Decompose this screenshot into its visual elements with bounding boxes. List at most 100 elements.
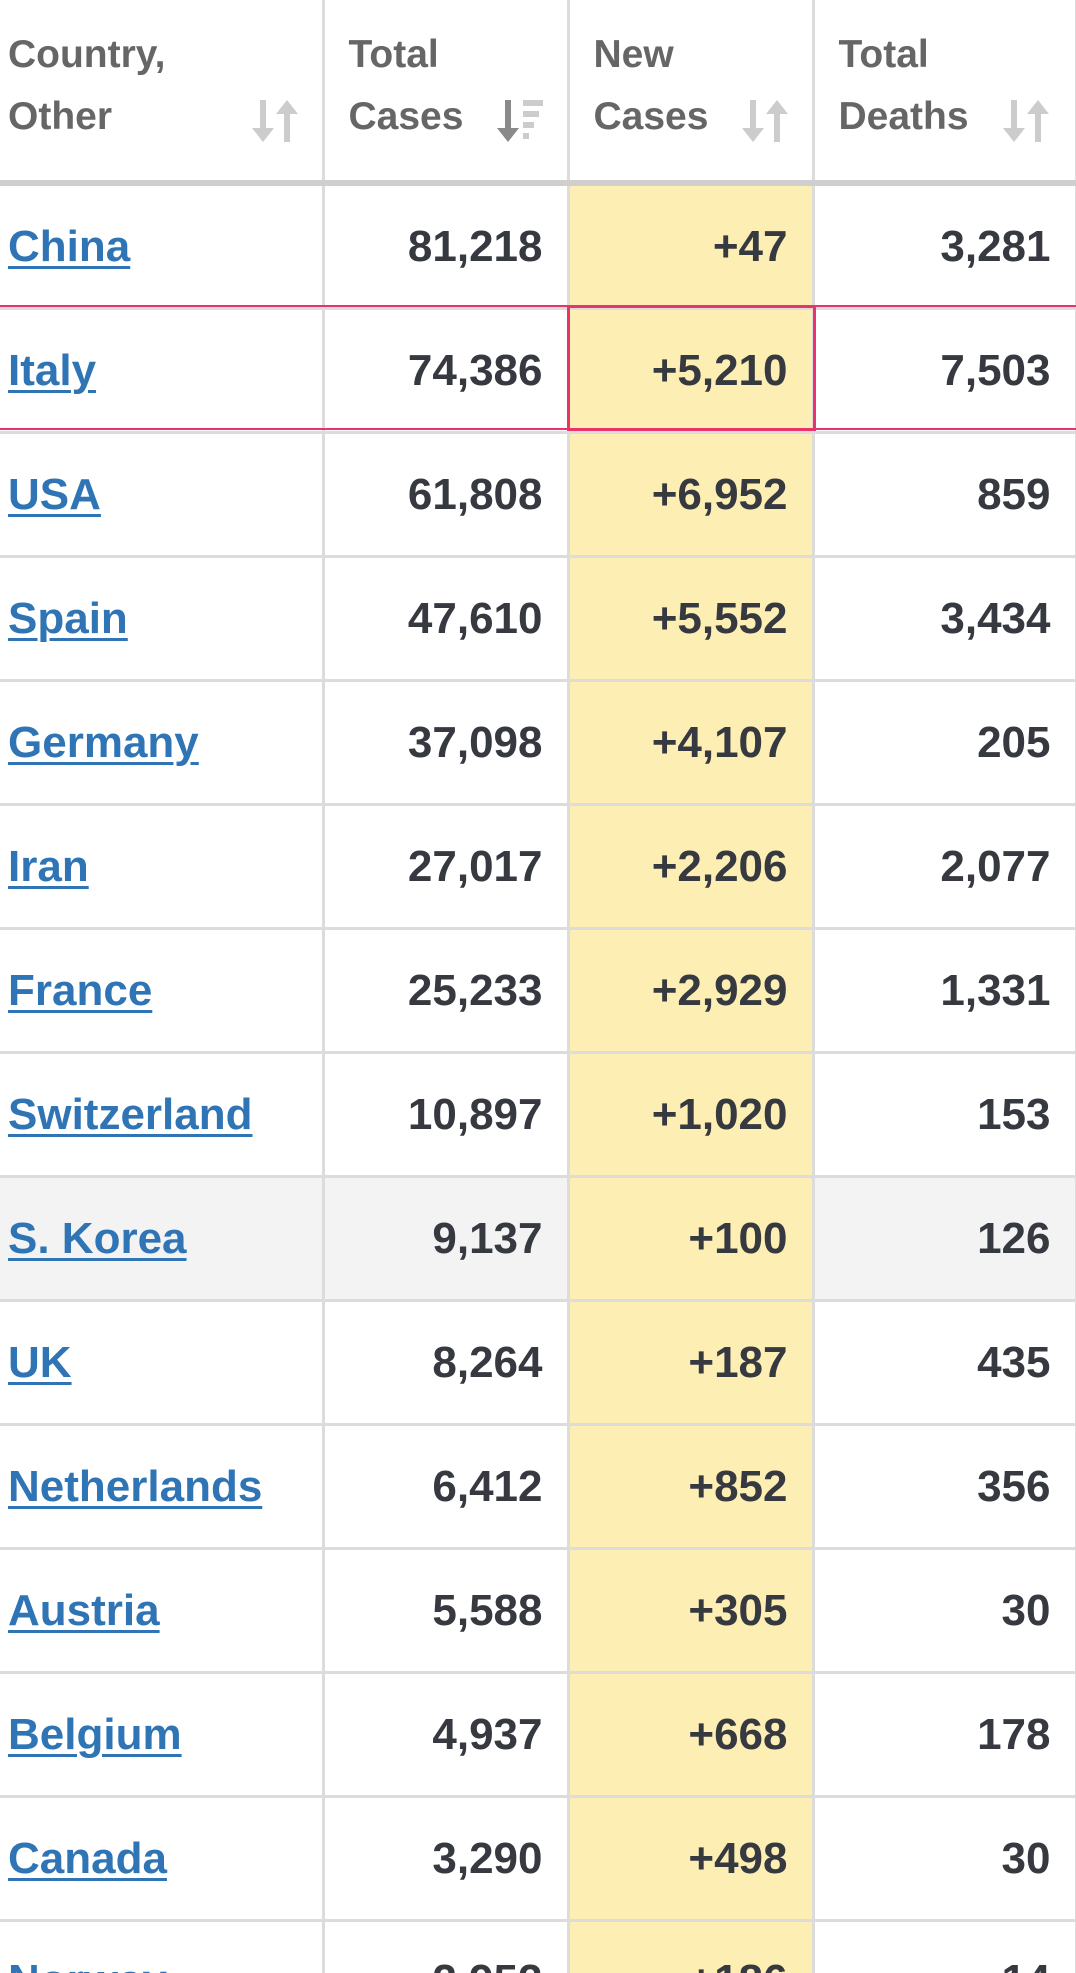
new-cases-cell: +4,107 — [568, 680, 815, 806]
total-cases-cell: 6,412 — [323, 1424, 570, 1550]
new-cases-cell: +47 — [568, 183, 815, 310]
country-link[interactable]: France — [8, 965, 153, 1015]
total-deaths-cell: 126 — [813, 1176, 1076, 1302]
new-cases-cell: +852 — [568, 1424, 815, 1550]
country-cell: Canada — [0, 1796, 325, 1922]
table-row: Germany 37,098 +4,107 205 — [0, 680, 1076, 806]
column-header-label: Total Deaths — [838, 33, 969, 138]
sort-both-icon[interactable] — [1002, 98, 1051, 144]
country-link[interactable]: Switzerland — [8, 1089, 253, 1139]
total-cases-cell: 27,017 — [323, 804, 570, 930]
country-cell: Iran — [0, 804, 325, 930]
new-cases-cell: +498 — [568, 1796, 815, 1922]
total-deaths-cell: 14 — [813, 1920, 1076, 1973]
table-row: Canada 3,290 +498 30 — [0, 1796, 1076, 1922]
table-row: China 81,218 +47 3,281 — [0, 183, 1076, 310]
country-cell: Norway — [0, 1920, 325, 1973]
country-cell: Spain — [0, 556, 325, 682]
total-deaths-cell: 859 — [813, 432, 1076, 558]
total-cases-cell: 10,897 — [323, 1052, 570, 1178]
country-link[interactable]: Germany — [8, 717, 199, 767]
total-deaths-cell: 435 — [813, 1300, 1076, 1426]
column-header-new-cases[interactable]: New Cases — [568, 0, 815, 186]
country-link[interactable]: Austria — [8, 1585, 160, 1635]
total-cases-cell: 81,218 — [323, 183, 570, 310]
country-link[interactable]: UK — [8, 1337, 72, 1387]
country-link[interactable]: Netherlands — [8, 1461, 263, 1511]
total-cases-cell: 61,808 — [323, 432, 570, 558]
table-row: Austria 5,588 +305 30 — [0, 1548, 1076, 1674]
country-cell: Germany — [0, 680, 325, 806]
column-header-label: Country, Other — [8, 33, 166, 138]
column-header-label: Total Cases — [348, 33, 464, 138]
sort-both-icon[interactable] — [741, 98, 790, 144]
sort-descending-icon[interactable] — [496, 98, 545, 144]
column-header-total-deaths[interactable]: Total Deaths — [813, 0, 1076, 186]
country-cell: S. Korea — [0, 1176, 325, 1302]
country-link[interactable]: China — [8, 221, 131, 271]
country-link[interactable]: USA — [8, 469, 101, 519]
total-cases-cell: 9,137 — [323, 1176, 570, 1302]
new-cases-cell: +187 — [568, 1300, 815, 1426]
table-row: Iran 27,017 +2,206 2,077 — [0, 804, 1076, 930]
table-row: Belgium 4,937 +668 178 — [0, 1672, 1076, 1798]
country-link[interactable]: Italy — [8, 345, 97, 395]
total-cases-cell: 37,098 — [323, 680, 570, 806]
total-cases-cell: 2,952 — [323, 1920, 570, 1973]
country-cell: Netherlands — [0, 1424, 325, 1550]
annotation-box-new-cases — [567, 305, 816, 431]
country-link[interactable]: Canada — [8, 1833, 167, 1883]
header-row: Country, Other Total Cases — [0, 0, 1076, 186]
total-cases-cell: 47,610 — [323, 556, 570, 682]
table-row: UK 8,264 +187 435 — [0, 1300, 1076, 1426]
table-row: France 25,233 +2,929 1,331 — [0, 928, 1076, 1054]
country-cell: France — [0, 928, 325, 1054]
column-header-label: New Cases — [593, 33, 709, 138]
total-cases-cell: 5,588 — [323, 1548, 570, 1674]
total-deaths-cell: 3,281 — [813, 183, 1076, 310]
total-deaths-cell: 1,331 — [813, 928, 1076, 1054]
table-header: Country, Other Total Cases — [0, 0, 1076, 186]
annotation-line-bottom — [0, 428, 1076, 430]
total-cases-cell: 74,386 — [323, 308, 570, 434]
new-cases-cell: +6,952 — [568, 432, 815, 558]
new-cases-cell: +5,552 — [568, 556, 815, 682]
country-link[interactable]: Belgium — [8, 1709, 182, 1759]
country-cell: USA — [0, 432, 325, 558]
country-link[interactable]: Iran — [8, 841, 89, 891]
column-header-country[interactable]: Country, Other — [0, 0, 325, 186]
table-row: Norway 2,952 +186 14 — [0, 1920, 1076, 1973]
total-cases-cell: 3,290 — [323, 1796, 570, 1922]
table-row: Italy 74,386 +5,210 7,503 — [0, 308, 1076, 434]
total-deaths-cell: 153 — [813, 1052, 1076, 1178]
total-cases-cell: 8,264 — [323, 1300, 570, 1426]
country-cell: Belgium — [0, 1672, 325, 1798]
total-deaths-cell: 7,503 — [813, 308, 1076, 434]
new-cases-cell: +186 — [568, 1920, 815, 1973]
sort-both-icon[interactable] — [252, 98, 300, 144]
table-row: Spain 47,610 +5,552 3,434 — [0, 556, 1076, 682]
country-cell: Italy — [0, 308, 325, 434]
table-row: USA 61,808 +6,952 859 — [0, 432, 1076, 558]
country-link[interactable]: Norway — [8, 1956, 167, 1973]
new-cases-cell: +2,206 — [568, 804, 815, 930]
table-row: Netherlands 6,412 +852 356 — [0, 1424, 1076, 1550]
total-cases-cell: 4,937 — [323, 1672, 570, 1798]
total-deaths-cell: 30 — [813, 1548, 1076, 1674]
total-cases-cell: 25,233 — [323, 928, 570, 1054]
table-row: S. Korea 9,137 +100 126 — [0, 1176, 1076, 1302]
country-link[interactable]: S. Korea — [8, 1213, 187, 1263]
table-body: China 81,218 +47 3,281 Italy 74,386 +5,2… — [0, 183, 1076, 1973]
total-deaths-cell: 178 — [813, 1672, 1076, 1798]
country-link[interactable]: Spain — [8, 593, 128, 643]
new-cases-cell: +2,929 — [568, 928, 815, 1054]
new-cases-cell: +668 — [568, 1672, 815, 1798]
country-cell: Switzerland — [0, 1052, 325, 1178]
total-deaths-cell: 30 — [813, 1796, 1076, 1922]
column-header-total-cases[interactable]: Total Cases — [323, 0, 570, 186]
country-cell: UK — [0, 1300, 325, 1426]
new-cases-cell: +5,210 — [568, 308, 815, 434]
total-deaths-cell: 2,077 — [813, 804, 1076, 930]
